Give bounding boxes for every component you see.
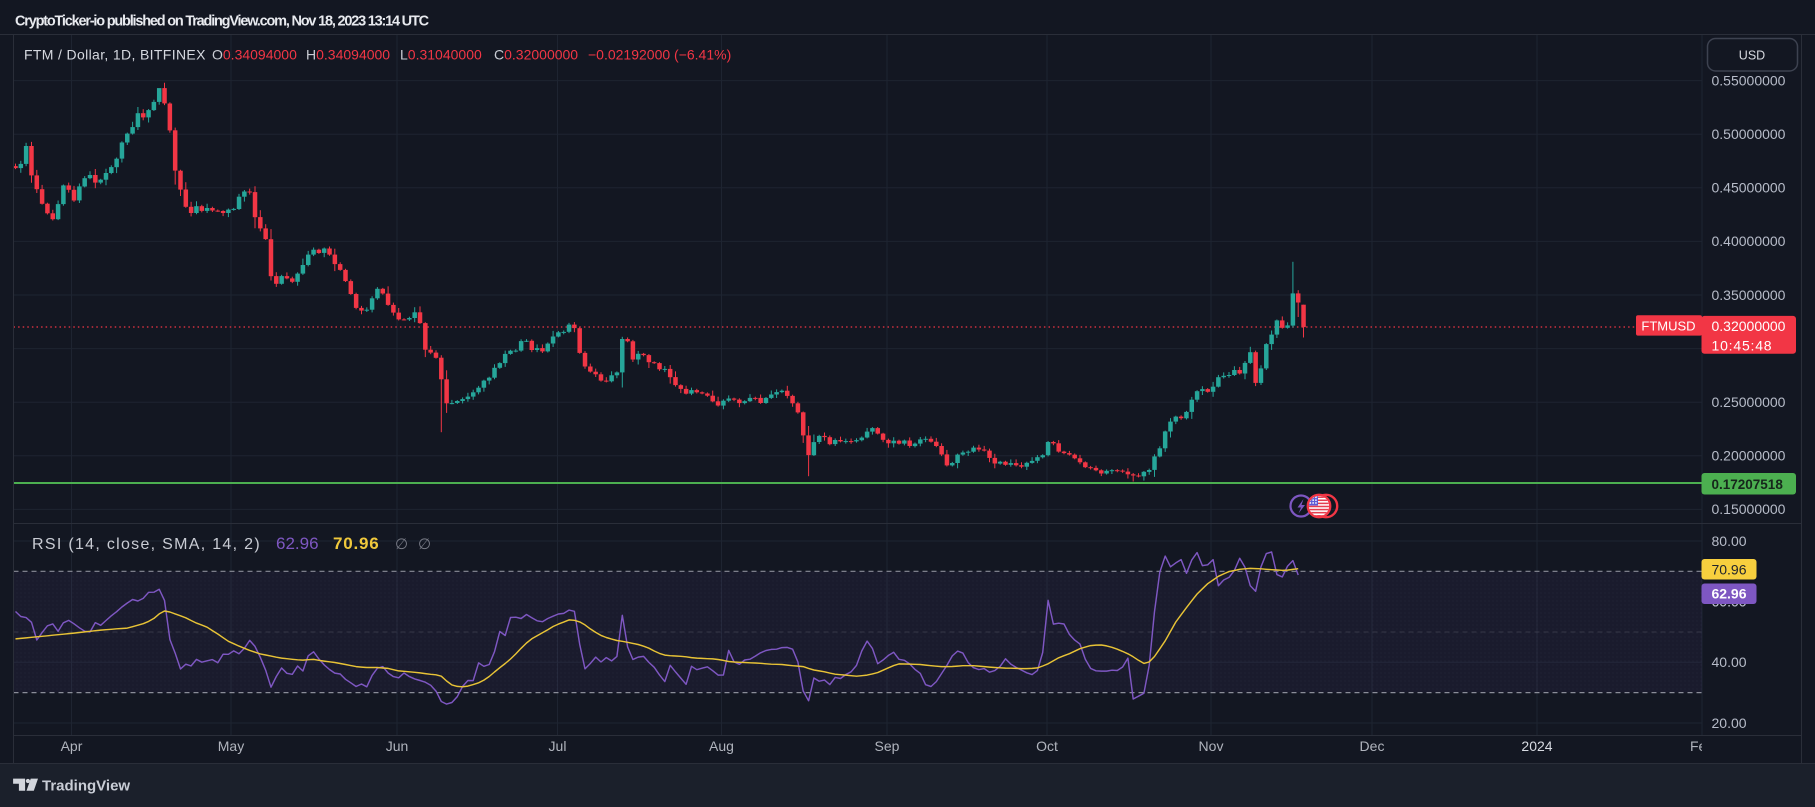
svg-text:0.20000000: 0.20000000 bbox=[1712, 448, 1786, 464]
svg-text:2024: 2024 bbox=[1521, 738, 1552, 754]
svg-text:FTM / Dollar, 1D, BITFINEX: FTM / Dollar, 1D, BITFINEX bbox=[24, 47, 206, 63]
svg-text:62.96: 62.96 bbox=[276, 534, 319, 553]
svg-text:0.25000000: 0.25000000 bbox=[1712, 394, 1786, 410]
svg-text:0.55000000: 0.55000000 bbox=[1712, 72, 1786, 88]
svg-text:FTMUSD: FTMUSD bbox=[1641, 319, 1695, 334]
svg-text:Feb: Feb bbox=[1690, 738, 1714, 754]
svg-text:C0.32000000: C0.32000000 bbox=[494, 47, 578, 63]
svg-text:∅: ∅ bbox=[395, 536, 408, 553]
svg-text:0.35000000: 0.35000000 bbox=[1712, 287, 1786, 303]
svg-text:Apr: Apr bbox=[61, 738, 83, 754]
svg-text:0.45000000: 0.45000000 bbox=[1712, 180, 1786, 196]
svg-text:O0.34094000: O0.34094000 bbox=[212, 47, 297, 63]
svg-text:Jun: Jun bbox=[386, 738, 409, 754]
svg-text:0.32000000: 0.32000000 bbox=[1712, 318, 1786, 334]
svg-text:Sep: Sep bbox=[875, 738, 900, 754]
svg-text:0.15000000: 0.15000000 bbox=[1712, 501, 1786, 517]
svg-text:40.00: 40.00 bbox=[1712, 654, 1747, 670]
svg-text:L0.31040000: L0.31040000 bbox=[400, 47, 482, 63]
svg-text:62.96: 62.96 bbox=[1711, 586, 1746, 602]
svg-text:CryptoTicker-io published on T: CryptoTicker-io published on TradingView… bbox=[15, 14, 430, 30]
svg-text:80.00: 80.00 bbox=[1712, 533, 1747, 549]
svg-text:0.50000000: 0.50000000 bbox=[1712, 126, 1786, 142]
svg-text:20.00: 20.00 bbox=[1712, 715, 1747, 731]
svg-text:Dec: Dec bbox=[1360, 738, 1385, 754]
svg-text:Aug: Aug bbox=[709, 738, 734, 754]
svg-text:H0.34094000: H0.34094000 bbox=[306, 47, 390, 63]
svg-text:TradingView: TradingView bbox=[42, 778, 130, 795]
svg-text:May: May bbox=[218, 738, 244, 754]
svg-text:0.17207518: 0.17207518 bbox=[1712, 477, 1784, 492]
svg-text:Jul: Jul bbox=[549, 738, 567, 754]
svg-text:Oct: Oct bbox=[1036, 738, 1058, 754]
svg-text:∅: ∅ bbox=[418, 536, 431, 553]
svg-text:0.40000000: 0.40000000 bbox=[1712, 233, 1786, 249]
svg-text:70.96: 70.96 bbox=[333, 534, 380, 553]
svg-text:Nov: Nov bbox=[1199, 738, 1224, 754]
svg-text:70.96: 70.96 bbox=[1711, 562, 1746, 578]
svg-text:RSI (14, close, SMA, 14, 2): RSI (14, close, SMA, 14, 2) bbox=[32, 536, 261, 553]
svg-text:USD: USD bbox=[1739, 49, 1765, 63]
svg-text:−0.02192000 (−6.41%): −0.02192000 (−6.41%) bbox=[588, 47, 731, 63]
svg-text:10:45:48: 10:45:48 bbox=[1712, 338, 1773, 354]
